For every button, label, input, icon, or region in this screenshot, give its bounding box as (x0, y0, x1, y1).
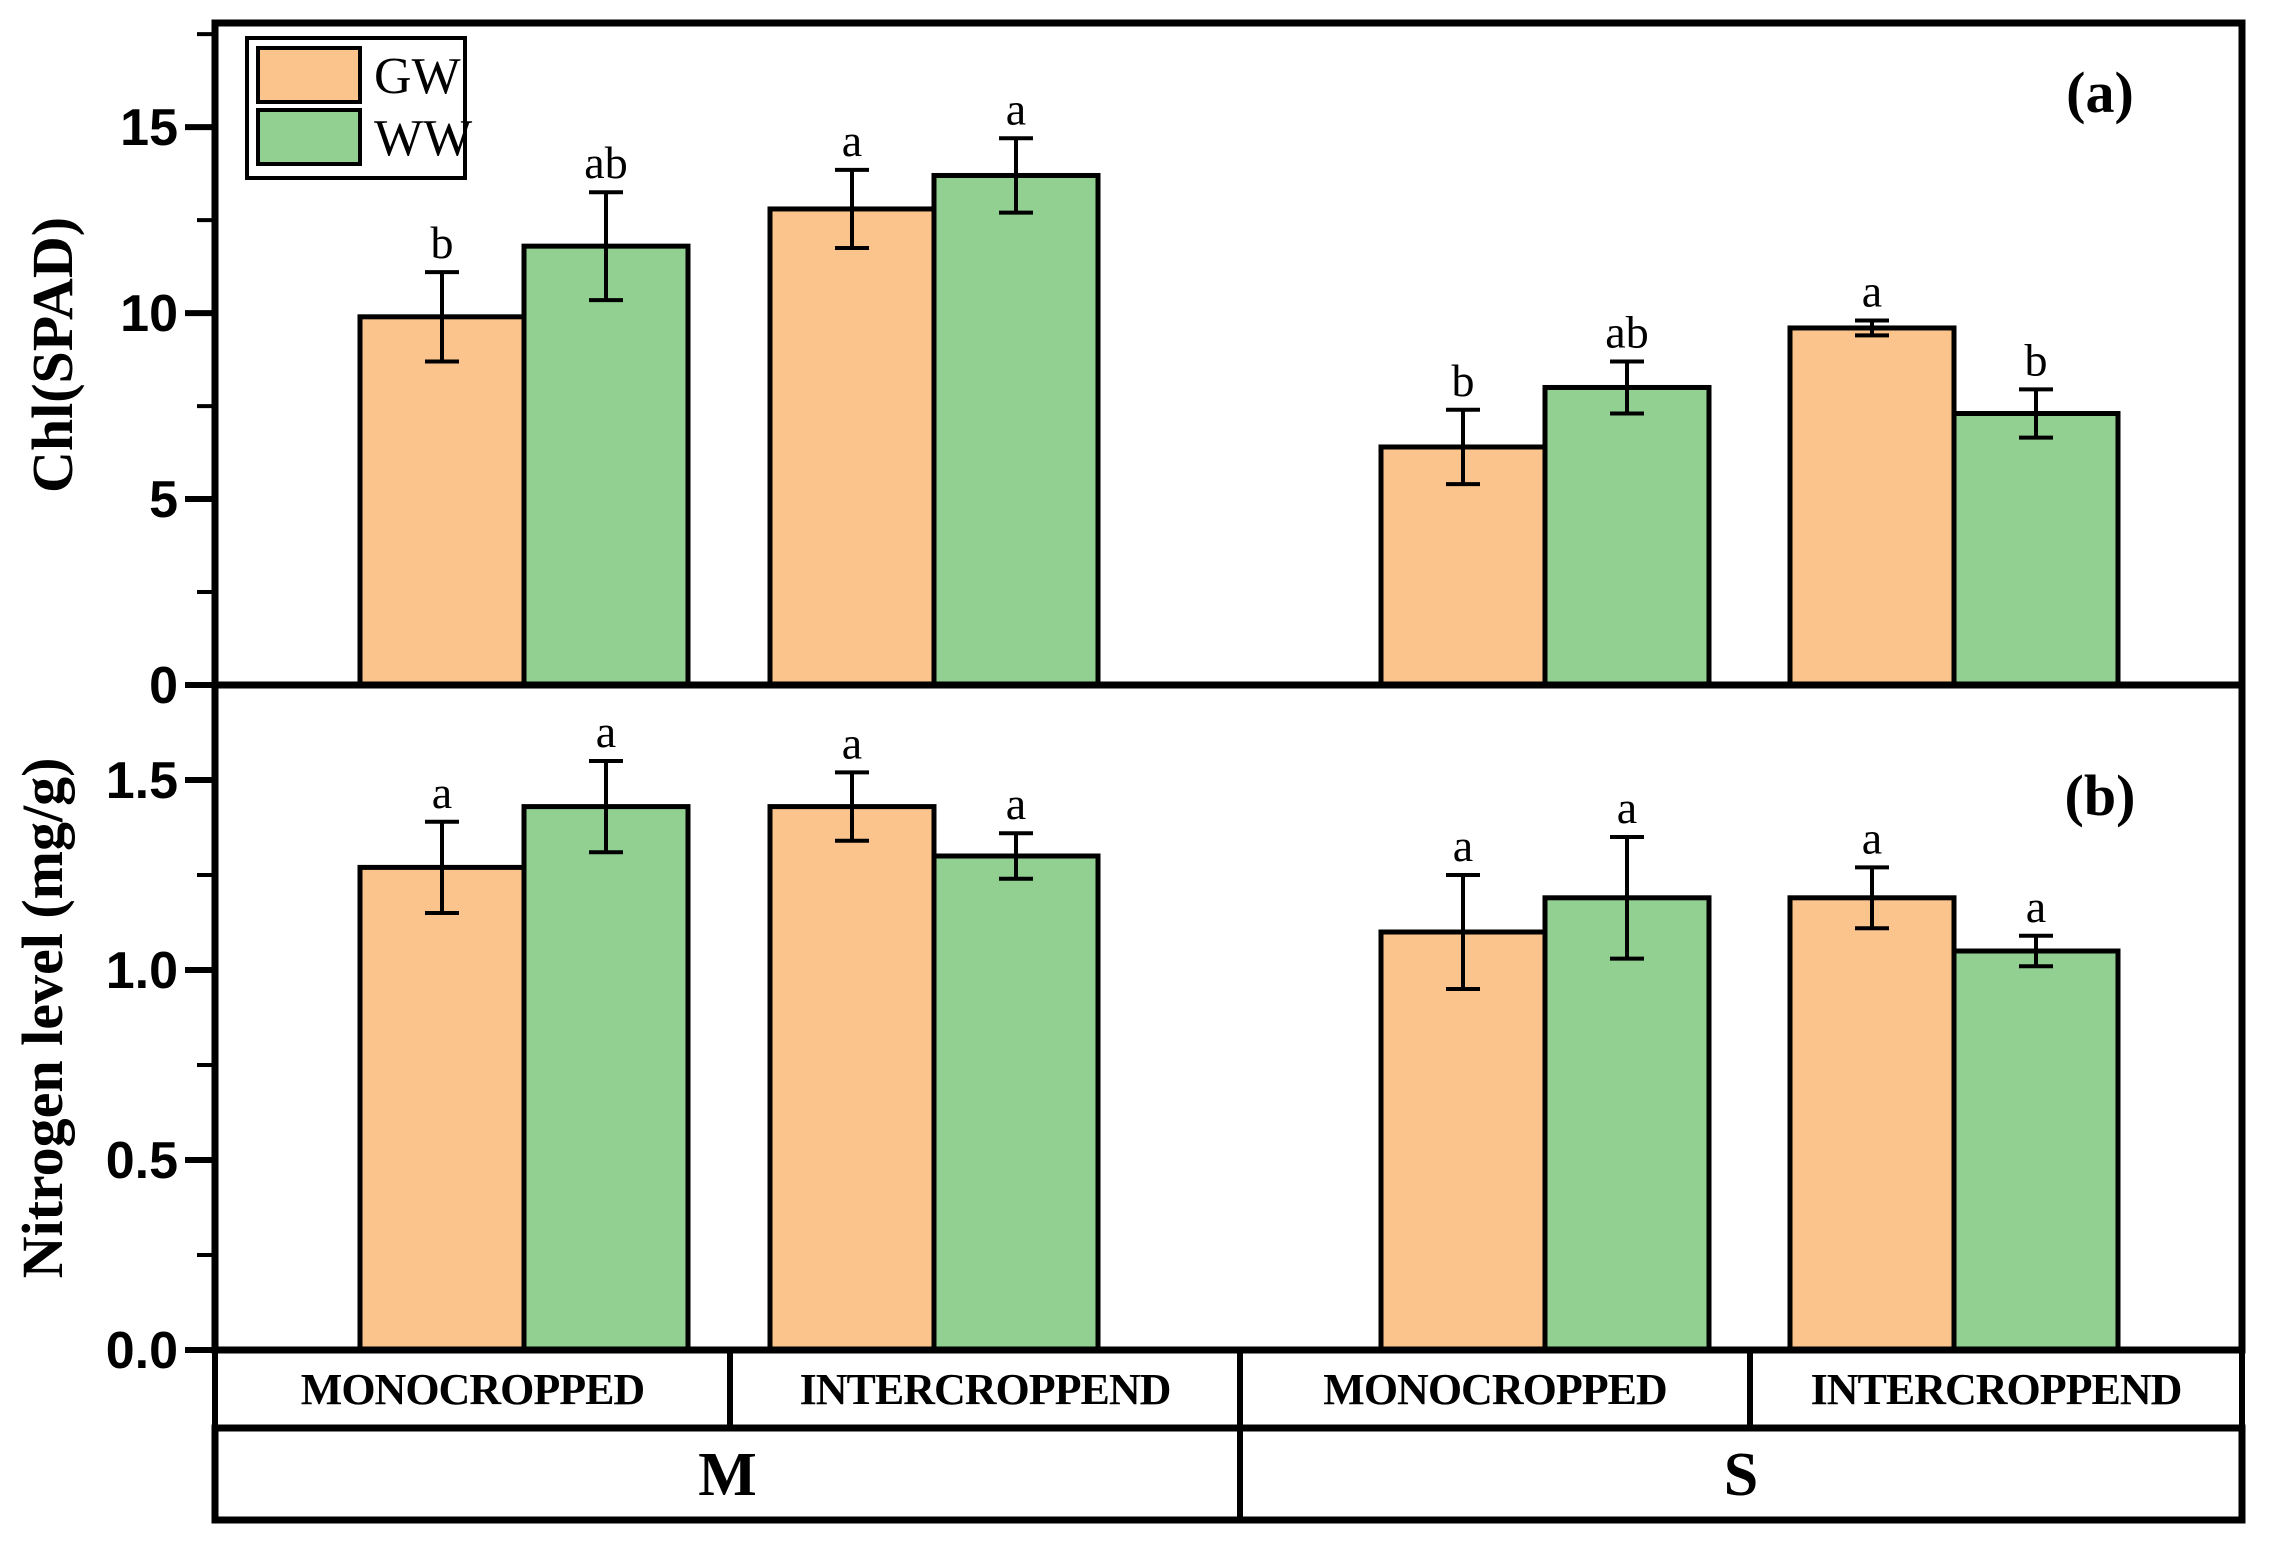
sig-letter-b-gw-3: a (1862, 812, 1882, 863)
bar-b-ww-1 (931, 853, 1101, 1353)
ytick-label-b-3: 1.5 (106, 752, 178, 810)
category-label-1: INTERCROPPEND (800, 1365, 1171, 1414)
sig-letter-b-ww-0: a (596, 706, 616, 757)
ytick-label-a-2: 10 (120, 285, 178, 343)
bar-a-ww-2 (1542, 384, 1712, 688)
ytick-label-a-3: 15 (120, 99, 178, 157)
sig-letter-a-ww-0: ab (584, 137, 627, 188)
category-label-2: MONOCROPPED (1323, 1365, 1666, 1414)
xaxis-section-row (211, 1424, 2246, 1524)
bar-a-gw-1 (767, 206, 937, 688)
sig-letter-a-gw-1: a (842, 115, 862, 166)
sig-letter-b-ww-2: a (1617, 782, 1637, 833)
y-axis-title-a: Chl(SPAD) (20, 217, 85, 493)
panel-a-label: (a) (2066, 60, 2134, 125)
legend-swatch-gw (256, 46, 362, 104)
legend-swatch-ww (256, 108, 362, 166)
y-axis-title-b: Nitrogen level (mg/g) (10, 758, 75, 1279)
panel-b-label: (b) (2065, 763, 2136, 828)
bar-b-gw-3 (1787, 895, 1957, 1353)
ytick-label-b-0: 0.0 (106, 1322, 178, 1380)
bar-b-ww-0 (521, 804, 691, 1353)
bar-a-gw-3 (1787, 325, 1957, 688)
bar-a-ww-3 (1951, 411, 2121, 688)
section-label-1: S (1724, 1441, 1758, 1509)
sig-letter-b-ww-1: a (1006, 778, 1026, 829)
bar-b-gw-0 (357, 864, 527, 1353)
sig-letter-b-gw-2: a (1453, 820, 1473, 871)
sig-letter-a-ww-1: a (1006, 83, 1026, 134)
legend-label-gw: GW (374, 48, 461, 105)
section-label-0: M (698, 1441, 757, 1509)
category-label-3: INTERCROPPEND (1811, 1365, 2182, 1414)
bar-b-ww-3 (1951, 948, 2121, 1353)
ytick-label-a-0: 0 (149, 657, 178, 715)
bar-b-gw-1 (767, 804, 937, 1353)
bar-a-ww-0 (521, 243, 691, 688)
bar-b-gw-2 (1378, 929, 1548, 1353)
sig-letter-b-gw-0: a (432, 767, 452, 818)
sig-letter-b-gw-1: a (842, 717, 862, 768)
sig-letter-a-gw-2: b (1452, 355, 1475, 406)
category-label-0: MONOCROPPED (301, 1365, 644, 1414)
ytick-label-a-1: 5 (149, 471, 178, 529)
ytick-label-b-1: 0.5 (106, 1132, 178, 1190)
sig-letter-b-ww-3: a (2026, 881, 2046, 932)
ytick-label-b-2: 1.0 (106, 942, 178, 1000)
sig-letter-a-ww-3: b (2025, 334, 2048, 385)
bar-a-ww-1 (931, 172, 1101, 688)
sig-letter-a-gw-3: a (1862, 266, 1882, 317)
bar-a-gw-0 (357, 314, 527, 688)
legend-label-ww: WW (374, 110, 472, 167)
sig-letter-a-ww-2: ab (1605, 306, 1648, 357)
sig-letter-a-gw-0: b (431, 217, 454, 268)
bar-b-ww-2 (1542, 895, 1712, 1353)
